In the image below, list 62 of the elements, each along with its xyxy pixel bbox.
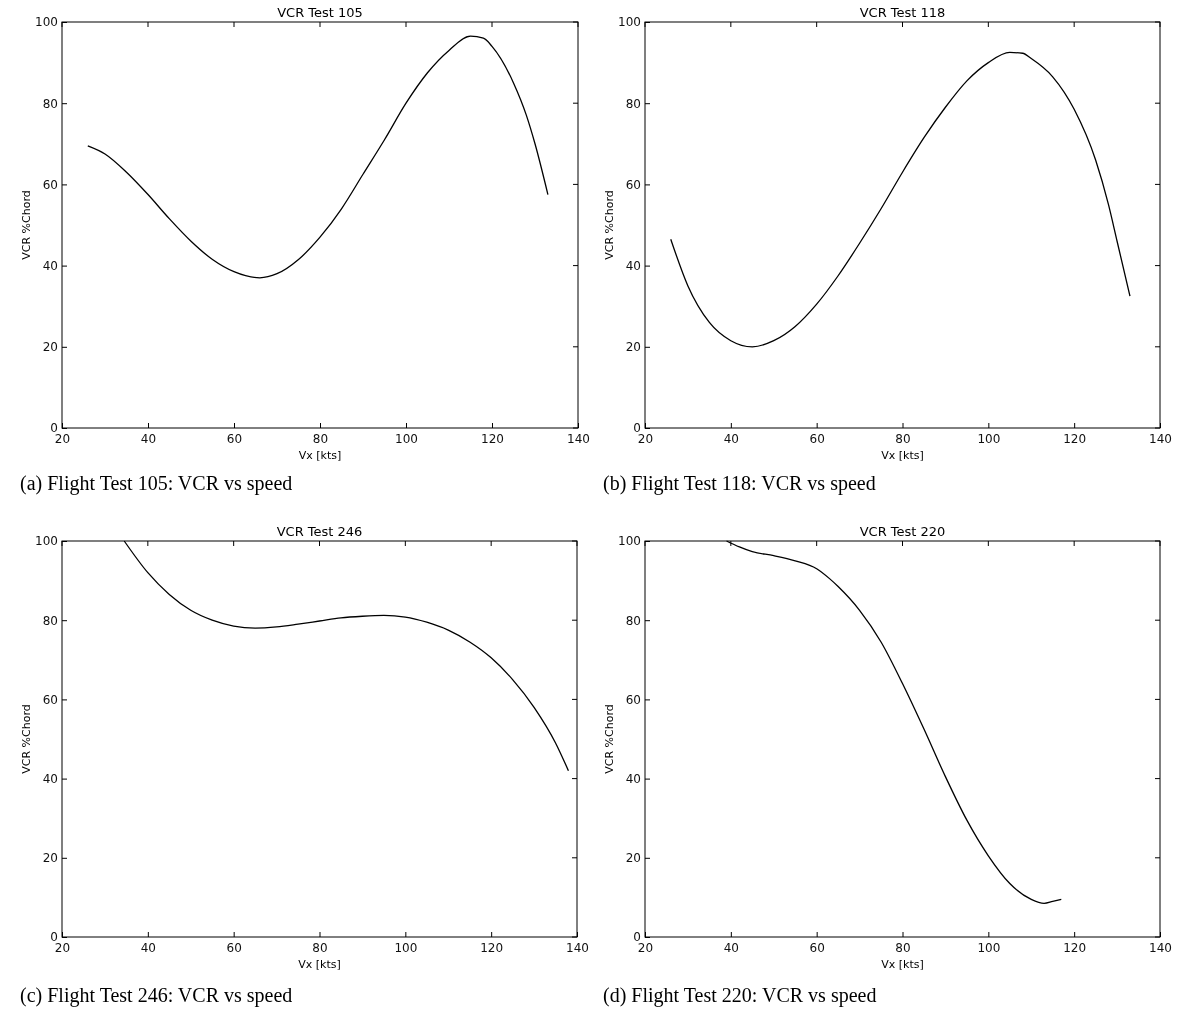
x-tick-label: 40 <box>723 940 739 955</box>
x-tick-label: 100 <box>977 940 1001 955</box>
y-tick-label: 100 <box>35 15 58 30</box>
chart-title: VCR Test 118 <box>859 5 946 20</box>
text: (a) Flight Test 105: VCR vs speed <box>20 472 293 495</box>
x-tick-label: 40 <box>723 431 739 446</box>
x-tick-label: 80 <box>895 431 911 446</box>
y-tick-label: 60 <box>42 692 58 707</box>
line-series <box>87 35 549 279</box>
x-tick-label: 120 <box>480 940 504 955</box>
y-tick-label: 80 <box>42 96 58 111</box>
y-tick-label: 20 <box>625 851 641 866</box>
y-tick-label: 40 <box>625 258 641 273</box>
x-tick-label: 80 <box>895 940 911 955</box>
y-tick-label: 80 <box>625 613 641 628</box>
y-tick-label: 80 <box>42 613 58 628</box>
y-tick-label: 40 <box>42 258 58 273</box>
x-tick-label: 100 <box>394 940 418 955</box>
x-tick-label: 140 <box>566 940 589 955</box>
x-tick-label: 100 <box>395 431 418 446</box>
x-tick-label: 40 <box>140 940 156 955</box>
x-axis-title: Vx [kts] <box>881 449 924 462</box>
x-tick-label: 40 <box>140 431 157 446</box>
x-tick-label: 120 <box>1063 940 1087 955</box>
x-axis-title: Vx [kts] <box>298 958 341 971</box>
y-tick-label: 40 <box>42 771 58 786</box>
x-tick-label: 120 <box>481 431 504 446</box>
x-tick-label: 80 <box>312 431 329 446</box>
y-tick-label: 100 <box>35 534 58 549</box>
y-tick-label: 20 <box>625 340 641 355</box>
x-tick-label: 60 <box>809 940 825 955</box>
x-tick-label: 140 <box>1149 431 1172 446</box>
y-tick-label: 100 <box>618 15 641 30</box>
y-tick-label: 20 <box>42 851 58 866</box>
x-tick-label: 60 <box>226 431 243 446</box>
x-tick-label: 60 <box>809 431 825 446</box>
chart-title: VCR Test 246 <box>276 524 363 539</box>
y-axis-title: VCR %Chord <box>603 704 616 774</box>
x-axis-title: Vx [kts] <box>298 449 342 462</box>
y-tick-label: 40 <box>625 771 641 786</box>
y-tick-label: 100 <box>618 534 641 549</box>
x-tick-label: 140 <box>1149 940 1172 955</box>
x-axis-title: Vx [kts] <box>881 958 924 971</box>
y-tick-label: 60 <box>625 177 641 192</box>
y-tick-label: 80 <box>625 96 641 111</box>
text: (c) Flight Test 246: VCR vs speed <box>20 984 293 1007</box>
y-axis-title: VCR %Chord <box>20 704 33 774</box>
y-tick-label: 20 <box>42 340 58 355</box>
x-tick-label: 120 <box>1063 431 1087 446</box>
y-axis-title: VCR %Chord <box>20 190 33 260</box>
chart-title: VCR Test 105 <box>277 5 363 20</box>
x-tick-label: 80 <box>312 940 328 955</box>
chart-title: VCR Test 220 <box>859 524 946 539</box>
line-series <box>670 51 1131 348</box>
x-tick-label: 60 <box>226 940 242 955</box>
x-tick-label: 140 <box>567 431 590 446</box>
x-tick-label: 100 <box>977 431 1001 446</box>
y-axis-title: VCR %Chord <box>603 190 616 260</box>
text: (b) Flight Test 118: VCR vs speed <box>603 472 876 495</box>
y-tick-label: 60 <box>42 177 58 192</box>
text: (d) Flight Test 220: VCR vs speed <box>603 984 877 1007</box>
y-tick-label: 60 <box>625 692 641 707</box>
